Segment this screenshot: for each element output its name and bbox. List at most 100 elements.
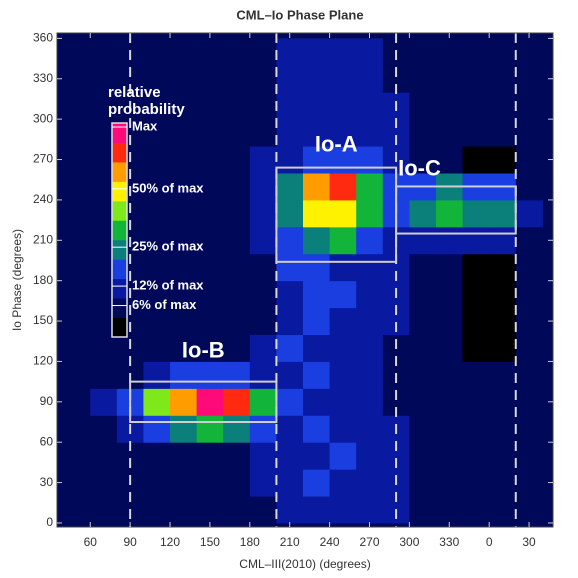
heat-cell <box>329 442 357 470</box>
heat-cell <box>196 388 224 416</box>
heat-cell <box>63 253 91 282</box>
heat-cell <box>489 38 517 66</box>
heat-cell <box>489 388 517 416</box>
heat-cell <box>303 38 331 66</box>
heat-cell <box>329 361 357 389</box>
heat-cell <box>489 119 517 147</box>
heat-cell <box>462 361 490 389</box>
colorbar-band <box>112 298 127 319</box>
heatmap <box>63 33 543 527</box>
heat-cell <box>409 38 437 66</box>
heat-cell <box>329 172 357 201</box>
heat-cell <box>356 280 384 309</box>
colorbar-band <box>112 317 127 338</box>
heat-cell <box>223 388 251 416</box>
heat-cell <box>170 388 198 416</box>
heat-cell <box>462 38 490 66</box>
heat-cell <box>489 361 517 389</box>
heat-cell <box>63 361 91 389</box>
heat-cell <box>356 253 384 282</box>
heat-cell <box>63 415 91 443</box>
heat-cell <box>276 469 304 497</box>
heat-cell <box>329 253 357 282</box>
y-axis-label: Io Phase (degrees) <box>10 229 24 331</box>
heat-cell <box>143 226 171 255</box>
heat-cell <box>409 334 437 362</box>
heat-cell <box>462 92 490 120</box>
heat-cell <box>143 172 171 201</box>
heat-cell <box>196 38 224 66</box>
heat-cell <box>435 307 464 336</box>
heat-cell <box>90 496 118 524</box>
heat-cell <box>196 199 224 228</box>
heat-cell <box>515 442 543 470</box>
heat-cell <box>143 146 171 174</box>
heat-cell <box>170 146 198 174</box>
heat-cell <box>515 388 543 416</box>
y-tick-label: 300 <box>33 111 53 125</box>
y-tick-label: 0 <box>46 515 53 529</box>
heat-cell <box>356 361 384 389</box>
heat-cell <box>170 65 198 93</box>
heat-cell <box>249 442 277 470</box>
heat-cell <box>170 496 198 524</box>
heat-cell <box>90 415 118 443</box>
heat-cell <box>249 65 277 93</box>
colorbar-band <box>112 278 127 299</box>
heat-cell <box>170 415 198 443</box>
heat-cell <box>515 199 543 228</box>
heat-cell <box>276 38 304 66</box>
y-tick-label: 360 <box>33 31 53 45</box>
heat-cell <box>489 307 517 336</box>
heat-cell <box>63 496 91 524</box>
heat-cell <box>435 38 464 66</box>
heat-cell <box>196 226 224 255</box>
heat-cell <box>170 442 198 470</box>
heat-cell <box>170 172 198 201</box>
chart-title: CML–Io Phase Plane <box>236 7 363 22</box>
heat-cell <box>223 146 251 174</box>
y-tick-label: 180 <box>33 273 53 287</box>
region-box <box>395 185 517 235</box>
heat-cell <box>223 334 251 362</box>
heat-cell <box>196 361 224 389</box>
heat-cell <box>303 469 331 497</box>
heat-cell <box>90 92 118 120</box>
heat-cell <box>435 199 464 228</box>
heat-cell <box>435 253 464 282</box>
heat-cell <box>329 199 357 228</box>
heat-cell <box>170 92 198 120</box>
heat-cell <box>409 388 437 416</box>
heat-cell <box>276 442 304 470</box>
heat-cell <box>489 280 517 309</box>
heat-cell <box>276 307 304 336</box>
heat-cell <box>303 65 331 93</box>
heat-cell <box>196 119 224 147</box>
heat-cell <box>462 146 490 174</box>
heat-cell <box>90 469 118 497</box>
heat-cell <box>303 442 331 470</box>
heat-cell <box>515 38 543 66</box>
colorbar-band <box>112 259 127 280</box>
x-tick-label: 240 <box>320 535 340 549</box>
heat-cell <box>435 119 464 147</box>
heat-cell <box>249 496 277 524</box>
heat-cell <box>276 415 304 443</box>
heat-cell <box>249 38 277 66</box>
heat-cell <box>143 496 171 524</box>
heat-cell <box>223 172 251 201</box>
heat-cell <box>196 146 224 174</box>
heat-cell <box>329 119 357 147</box>
heat-cell <box>409 92 437 120</box>
heat-cell <box>303 146 331 174</box>
heat-cell <box>409 146 437 174</box>
colorbar-band <box>112 142 127 163</box>
heat-cell <box>515 415 543 443</box>
heat-cell <box>249 415 277 443</box>
heat-cell <box>223 415 251 443</box>
heat-cell <box>249 280 277 309</box>
colorbar-band <box>112 239 127 260</box>
heat-cell <box>435 496 464 524</box>
heat-cell <box>63 92 91 120</box>
